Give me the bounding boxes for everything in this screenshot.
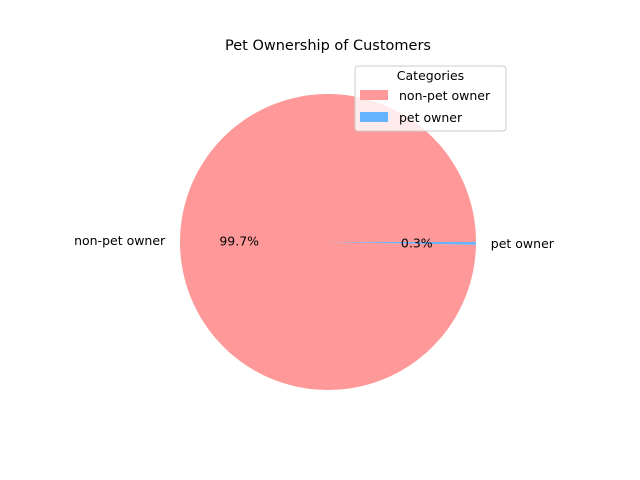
legend: Categories non-pet owner pet owner bbox=[354, 65, 507, 132]
percent-labels: 99.7% 0.3% bbox=[219, 234, 432, 251]
percent-label: 0.3% bbox=[401, 235, 433, 250]
legend-title: Categories bbox=[397, 68, 464, 83]
chart-title: Pet Ownership of Customers bbox=[225, 38, 431, 54]
legend-frame bbox=[354, 65, 507, 132]
percent-label: 99.7% bbox=[219, 234, 259, 249]
legend-swatch bbox=[360, 90, 388, 100]
category-label: non-pet owner bbox=[74, 233, 166, 248]
legend-entry-label: pet owner bbox=[399, 110, 463, 125]
pie-slice-non-pet-owner bbox=[180, 93, 477, 390]
legend-entry-label: non-pet owner bbox=[399, 88, 491, 103]
pie-slices bbox=[180, 93, 477, 390]
category-labels: non-pet owner pet owner bbox=[74, 233, 555, 251]
legend-entries: non-pet owner pet owner bbox=[360, 88, 491, 125]
category-label: pet owner bbox=[491, 236, 555, 251]
legend-swatch bbox=[360, 112, 388, 122]
pie-slice-pet-owner bbox=[328, 242, 476, 245]
